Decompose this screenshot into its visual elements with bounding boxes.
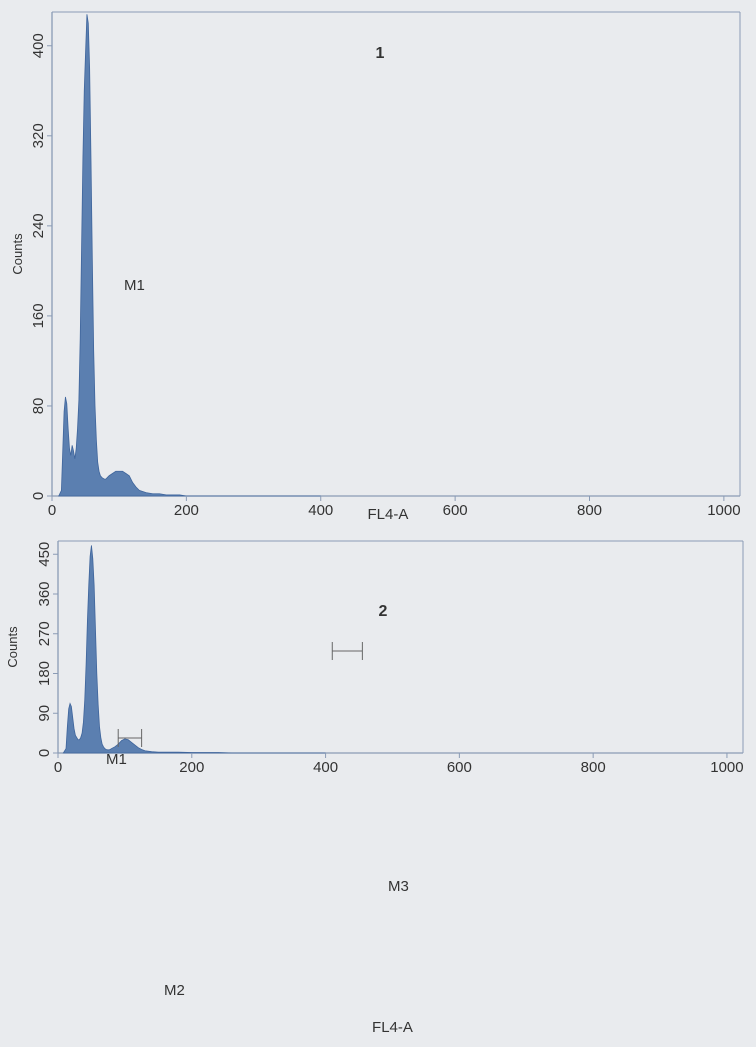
y-tick-label: 0 [36,749,53,757]
y-tick-label: 80 [30,398,47,415]
y-tick-label: 90 [36,705,53,722]
y-tick-label: 320 [30,123,47,148]
marker-label-m3: M3 [388,878,409,895]
x-tick-label: 0 [48,502,56,519]
histogram-area [58,14,321,497]
y-axis-label: Counts [10,233,25,275]
x-tick-label: 400 [313,759,338,776]
y-tick-label: 400 [30,33,47,58]
histogram-area [62,545,326,754]
y-tick-label: 180 [36,661,53,686]
x-tick-label: 1000 [710,759,743,776]
y-axis-label: Counts [5,626,20,668]
marker-label-m1: M1 [106,751,127,768]
histogram-panel-2: 0 200 400 600 800 1000 0 90 180 270 360 450 FL4-A Cou… [0,521,756,1047]
y-tick-label: 360 [36,581,53,606]
histogram-chart-2: 0 200 400 600 800 1000 0 90 180 270 360 450 FL4-A Cou… [5,540,744,1036]
x-tick-label: 800 [577,502,602,519]
marker-label-m2: M2 [164,982,185,999]
y-tick-label: 450 [36,542,53,567]
y-tick-label: 240 [30,213,47,238]
x-tick-label: 400 [308,502,333,519]
x-axis-label: FL4-A [368,506,409,520]
panel-label: 2 [379,603,388,620]
y-tick-label: 270 [36,621,53,646]
x-tick-label: 0 [54,759,62,776]
x-tick-label: 200 [179,759,204,776]
x-tick-label: 200 [174,502,199,519]
x-tick-label: 800 [581,759,606,776]
histogram-chart-1: 0 200 400 600 800 1000 0 80 160 240 320 400 FL4-A Cou… [10,11,741,523]
panel-label: 1 [376,45,385,62]
x-tick-label: 600 [443,502,468,519]
x-tick-label: 1000 [707,502,740,519]
y-tick-label: 160 [30,303,47,328]
histogram-panel-1: 0 200 400 600 800 1000 0 80 160 240 320 400 FL4-A Cou… [10,11,741,523]
marker-label-m1: M1 [124,277,145,294]
x-axis-label: FL4-A [372,1019,413,1036]
y-tick-label: 0 [30,492,47,500]
x-tick-label: 600 [447,759,472,776]
